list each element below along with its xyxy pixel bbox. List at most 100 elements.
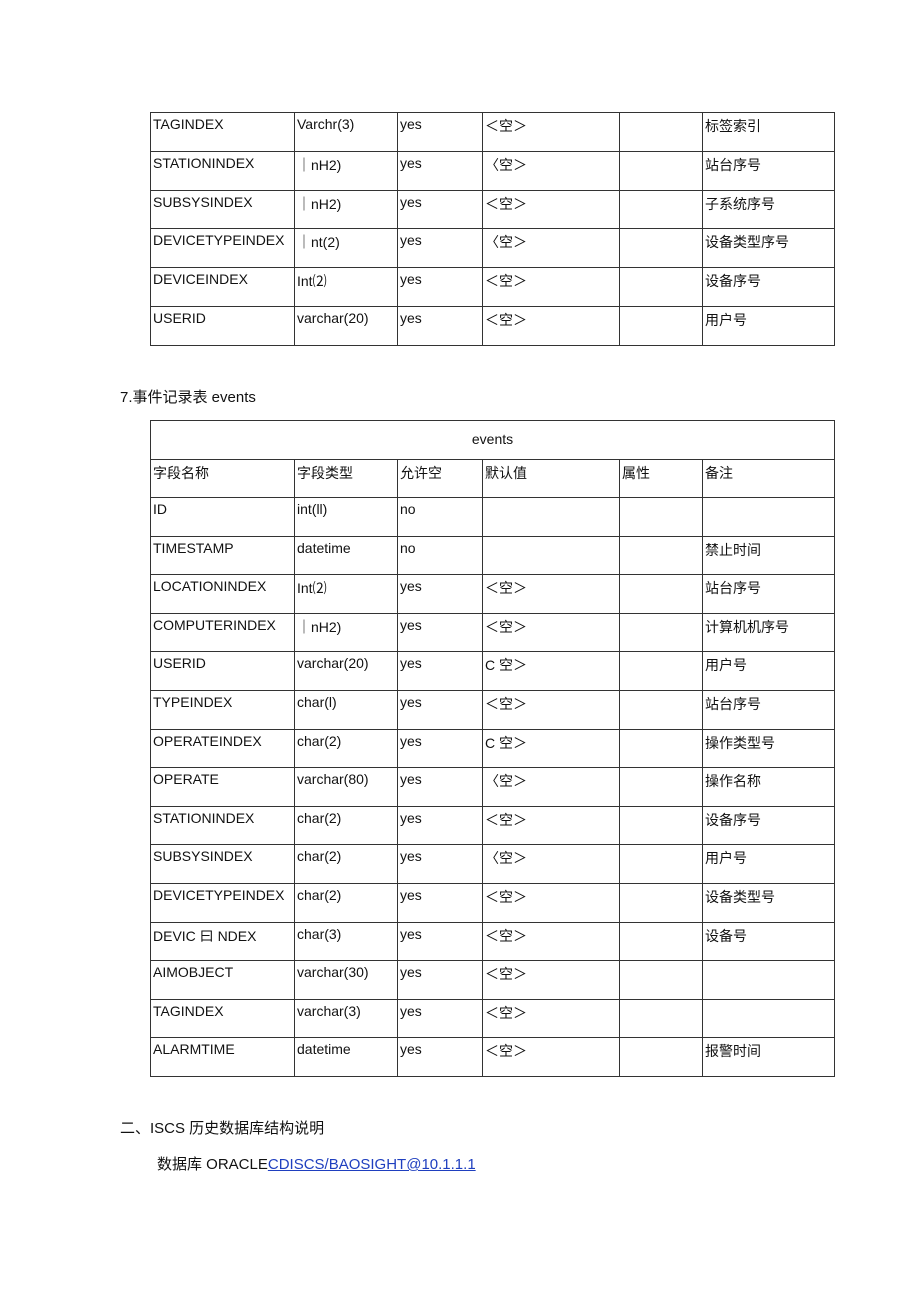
- table-cell: [619, 998, 703, 1039]
- table-cell: Int⑵: [294, 267, 398, 307]
- table-cell: OPERATEINDEX: [150, 728, 295, 769]
- table-cell: ＜空＞: [482, 805, 620, 846]
- table-cell: 用户号: [702, 844, 835, 884]
- table-cell: yes: [397, 112, 483, 152]
- table-cell: [619, 883, 703, 923]
- table-cell: [619, 228, 703, 269]
- table-cell: DEVIC 曰 NDEX: [150, 921, 295, 962]
- table-cell: Int⑵: [294, 574, 398, 614]
- heading: 7.事件记录表 events: [120, 389, 256, 406]
- table-cell: yes: [397, 651, 483, 691]
- table-cell: ＜空＞: [482, 960, 620, 1000]
- table-cell: ID: [150, 497, 295, 537]
- table-cell: [702, 497, 835, 537]
- table-cell: [619, 921, 703, 962]
- table-cell: 设备类型号: [702, 883, 835, 923]
- db-line: 数据库 ORACLECDISCS/BAOSIGHT@10.1.1.1: [157, 1153, 476, 1174]
- table-cell: [482, 535, 620, 576]
- table-cell: varchar(80): [294, 767, 398, 807]
- table-cell: TYPEINDEX: [150, 690, 295, 730]
- table-cell: varchar(30): [294, 960, 398, 1000]
- table-cell: yes: [397, 189, 483, 230]
- table-cell: SUBSYSINDEX: [150, 844, 295, 884]
- table-cell: DEVICETYPEINDEX: [150, 883, 295, 923]
- table-cell: yes: [397, 921, 483, 962]
- table-cell: ＜空＞: [482, 690, 620, 730]
- table-cell: TAGINDEX: [150, 998, 295, 1039]
- table-cell: 禁止时间: [702, 535, 835, 576]
- table-cell: TAGINDEX: [150, 112, 295, 152]
- section-heading: 二、ISCS 历史数据库结构说明: [120, 1120, 325, 1137]
- table-cell: yes: [397, 767, 483, 807]
- table-cell: COMPUTERINDEX: [150, 612, 295, 653]
- table-cell: 用户号: [702, 651, 835, 691]
- table-cell: [619, 574, 703, 614]
- table-cell: Varchr(3): [294, 112, 398, 152]
- table-cell: SUBSYSINDEX: [150, 189, 295, 230]
- table-cell: yes: [397, 1037, 483, 1077]
- table-cell: 设备类型序号: [702, 228, 835, 269]
- table-title: events: [150, 420, 835, 460]
- table-cell: datetime: [294, 1037, 398, 1077]
- table-cell: yes: [397, 728, 483, 769]
- table-cell: yes: [397, 267, 483, 307]
- table-cell: [619, 612, 703, 653]
- table-cell: 〈空＞: [482, 150, 620, 191]
- table-cell: 站台序号: [702, 690, 835, 730]
- table-cell: 设备序号: [702, 267, 835, 307]
- table-cell: ｜nH2): [294, 612, 398, 653]
- table-cell: 站台序号: [702, 574, 835, 614]
- header-cell: 默认值: [482, 459, 620, 498]
- table-cell: [619, 189, 703, 230]
- table-cell: int(ll): [294, 497, 398, 537]
- table-cell: [619, 767, 703, 807]
- table-cell: datetime: [294, 535, 398, 576]
- table-cell: char(2): [294, 728, 398, 769]
- table-cell: 〈空＞: [482, 844, 620, 884]
- table-cell: ＜空＞: [482, 267, 620, 307]
- table-cell: ＜空＞: [482, 574, 620, 614]
- table-cell: ＜空＞: [482, 112, 620, 152]
- table-cell: ALARMTIME: [150, 1037, 295, 1077]
- table-cell: [619, 844, 703, 884]
- table-cell: varchar(20): [294, 651, 398, 691]
- header-cell: 属性: [619, 459, 703, 498]
- table-cell: yes: [397, 844, 483, 884]
- table-cell: [619, 805, 703, 846]
- table-cell: C 空＞: [482, 728, 620, 769]
- table-cell: DEVICETYPEINDEX: [150, 228, 295, 269]
- table-cell: 〈空＞: [482, 228, 620, 269]
- table-cell: 用户号: [702, 306, 835, 346]
- table-cell: char(3): [294, 921, 398, 962]
- table-cell: yes: [397, 574, 483, 614]
- header-cell: 字段类型: [294, 459, 398, 498]
- table-cell: 报警时间: [702, 1037, 835, 1077]
- table-cell: char(2): [294, 805, 398, 846]
- header-cell: 备注: [702, 459, 835, 498]
- table-cell: 操作类型号: [702, 728, 835, 769]
- db-prefix: 数据库 ORACLE: [157, 1156, 268, 1173]
- table-cell: ＜空＞: [482, 998, 620, 1039]
- table-cell: [619, 150, 703, 191]
- table-cell: [619, 497, 703, 537]
- table-cell: varchar(3): [294, 998, 398, 1039]
- table-cell: [619, 960, 703, 1000]
- table-cell: [482, 497, 620, 537]
- table-cell: yes: [397, 883, 483, 923]
- db-link[interactable]: CDISCS/BAOSIGHT@10.1.1.1: [267, 1156, 476, 1173]
- table-cell: 〈空＞: [482, 767, 620, 807]
- table-cell: ｜nH2): [294, 150, 398, 191]
- table-cell: ＜空＞: [482, 883, 620, 923]
- table-cell: yes: [397, 690, 483, 730]
- table-cell: 设备号: [702, 921, 835, 962]
- table-cell: ＜空＞: [482, 921, 620, 962]
- table-cell: ｜nt(2): [294, 228, 398, 269]
- table-cell: 子系统序号: [702, 189, 835, 230]
- table-cell: ＜空＞: [482, 612, 620, 653]
- table-cell: [619, 690, 703, 730]
- header-cell: 字段名称: [150, 459, 295, 498]
- table-cell: [619, 267, 703, 307]
- table-cell: [702, 960, 835, 1000]
- table-cell: yes: [397, 805, 483, 846]
- table-cell: yes: [397, 306, 483, 346]
